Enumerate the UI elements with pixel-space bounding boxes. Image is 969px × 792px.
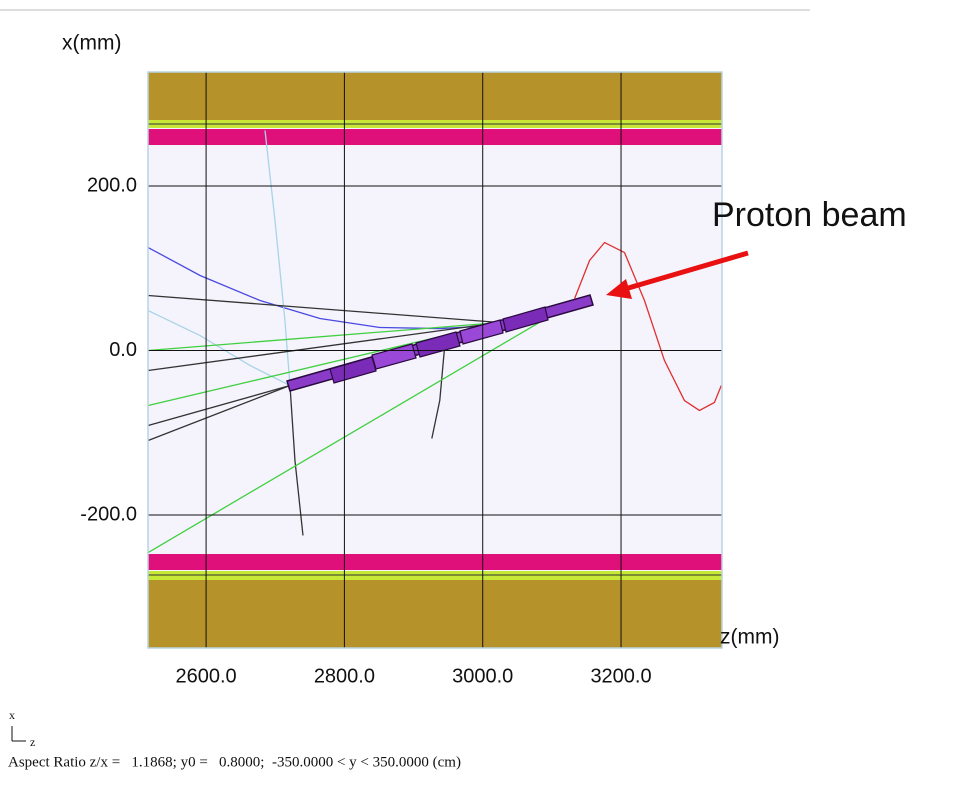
axis-marker: x xyxy=(9,708,15,722)
y-axis-label: x(mm) xyxy=(62,32,121,55)
track xyxy=(431,345,446,439)
x-tick-label: 3200.0 xyxy=(590,665,651,687)
track xyxy=(264,130,291,386)
detector xyxy=(148,72,722,648)
footer: Aspect Ratio z/x = 1.1868; y0 = 0.8000; … xyxy=(8,754,461,770)
x-axis-label: z(mm) xyxy=(720,626,779,649)
track xyxy=(574,241,722,412)
annotation-arrow xyxy=(624,250,749,292)
absorber xyxy=(148,72,722,120)
layer xyxy=(148,129,722,145)
grid xyxy=(148,72,722,648)
plot-frame xyxy=(147,71,723,649)
track xyxy=(147,384,291,442)
track xyxy=(147,246,500,330)
layer xyxy=(148,554,722,570)
y-tick-label: 200.0 xyxy=(87,174,137,196)
target xyxy=(286,294,594,392)
track xyxy=(148,321,500,352)
track xyxy=(147,384,291,427)
x-tick-label: 2800.0 xyxy=(314,665,375,687)
y-tick-label: -200.0 xyxy=(80,503,137,525)
target-segment xyxy=(329,356,377,384)
annotation: Proton beam xyxy=(712,196,907,234)
x-tick-label: 2600.0 xyxy=(176,665,237,687)
track xyxy=(289,385,304,536)
absorber xyxy=(148,580,722,648)
track xyxy=(148,321,500,372)
arrow-head xyxy=(606,279,632,299)
track xyxy=(148,294,500,324)
target-segment xyxy=(459,319,504,345)
tracks xyxy=(147,130,722,554)
axis-marker: z xyxy=(30,735,35,749)
target-segment xyxy=(502,306,549,333)
plot-background xyxy=(148,72,722,648)
y-tick-label: 0.0 xyxy=(109,339,137,361)
x-tick-label: 3000.0 xyxy=(452,665,513,687)
